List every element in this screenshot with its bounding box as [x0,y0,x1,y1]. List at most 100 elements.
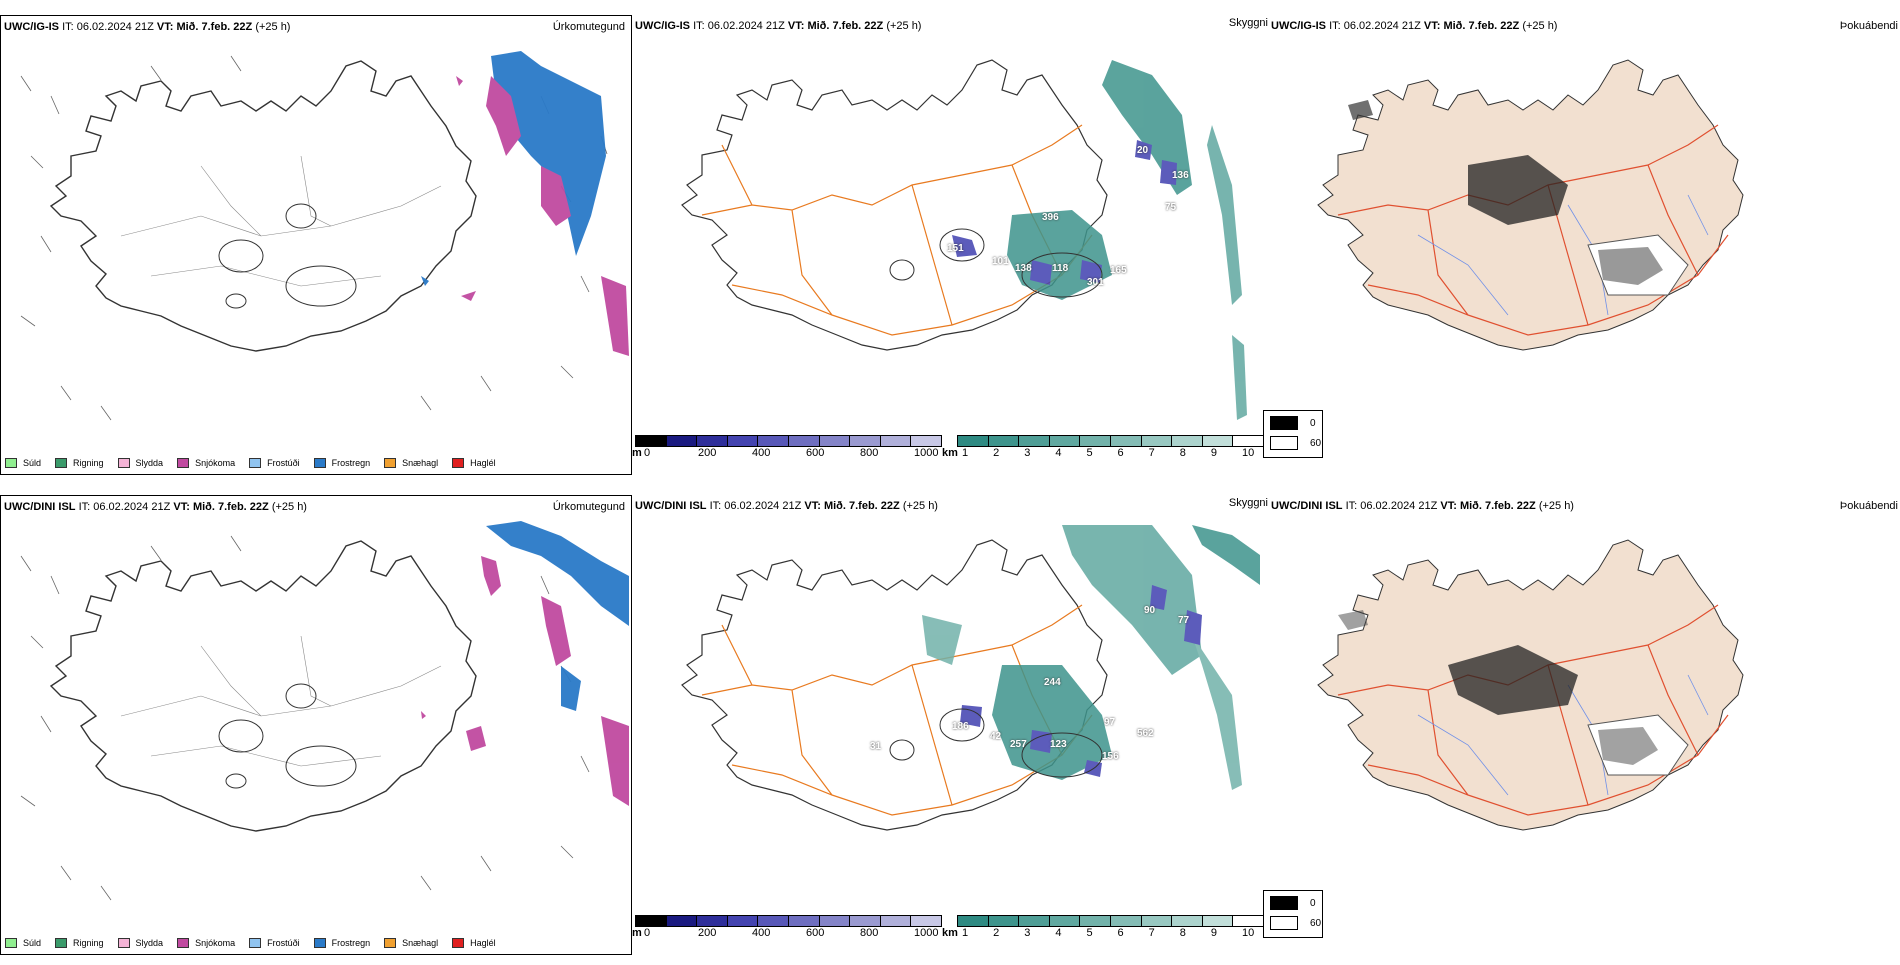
colorbar-segment [958,436,989,446]
colorbar-segment [1019,436,1050,446]
colorbar-tick-label: 400 [752,447,771,459]
colorbar-segment [1049,436,1081,446]
colorbar-segment [819,916,851,926]
panel-variable-name: Úrkomutegund [552,501,625,513]
precip-legend-item: Frostúði [249,938,300,948]
visibility-label: 257 [1010,739,1027,750]
legend-swatch [452,938,465,948]
colorbar-tick-label: 2 [993,447,1000,459]
visibility-label: 165 [1110,265,1127,276]
colorbar-tick-label: 1 [962,447,969,459]
legend-swatch [117,458,130,468]
fog-legend: 0 60 [1263,890,1323,938]
colorbar-segment [697,916,728,926]
panel-title: UWC/IG-IS IT: 06.02.2024 21Z VT: Mið. 7.… [4,21,291,33]
legend-label: Súld [23,938,42,948]
precip-map [20,521,629,901]
legend-label: Haglél [470,458,496,468]
colorbar-segment [636,916,667,926]
colorbars: m 0 200 400 600 800 1000 km 1 2 3 4 5 6 7 8 9 10 [632,915,1272,955]
legend-swatch [249,458,262,468]
colorbar-tick-label: 1 [962,927,969,939]
colorbar-tick-label: 200 [698,927,717,939]
colorbars: m 0 200 400 600 800 1000 km 1 2 3 4 5 6 7 8 9 10 [632,435,1272,475]
visibility-label: 97 [1104,717,1116,728]
ceiling-colorbar [635,915,942,927]
colorbar-tick-label: 8 [1179,927,1186,939]
legend-label: 60 [1310,917,1322,929]
colorbar-tick-label: 1000 [914,447,939,459]
visibility-label: 75 [1165,202,1177,213]
panel-variable-name: Skyggni [1228,497,1268,509]
visibility-label: 156 [1102,751,1119,762]
colorbar-tick-label: 9 [1210,927,1217,939]
precip-legend-item: Rigning [55,458,104,468]
panel-variable-name: Skyggni [1228,17,1268,29]
colorbar-segment [1172,916,1203,926]
legend-label: 60 [1310,437,1322,449]
ceiling-unit: m [632,927,642,939]
legend-label: Rigning [73,938,104,948]
precip-legend-item: Súld [5,458,41,468]
fog-legend-item: 60 [1270,916,1321,930]
visibility-label: 90 [1144,605,1156,616]
colorbar-tick-label: 3 [1024,927,1031,939]
colorbar-tick-label: 5 [1086,447,1093,459]
legend-label: Frostregn [331,938,371,948]
colorbar-tick-label: 8 [1179,447,1186,459]
legend-label: Frostúði [267,458,300,468]
colorbar-segment [911,436,941,446]
colorbar-segment [880,916,912,926]
colorbar-tick-label: 3 [1024,447,1031,459]
colorbar-segment [1049,916,1081,926]
legend-label: 0 [1310,417,1316,429]
fog-legend: 0 60 [1263,410,1323,458]
legend-label: Frostregn [331,458,371,468]
colorbar-tick-label: 800 [860,927,879,939]
ceiling-unit: m [632,447,642,459]
precip-legend: Súld Rigning Slydda Snjókoma Frostúði Frostre… [5,938,506,948]
visibility-label: 31 [870,741,882,752]
colorbar-tick-label: 9 [1210,447,1217,459]
colorbar-segment [727,436,759,446]
legend-label: Haglél [470,938,496,948]
legend-label: Rigning [73,458,104,468]
legend-label: Snæhagl [402,938,439,948]
legend-label: Frostúði [267,938,300,948]
legend-swatch [249,938,262,948]
fog-legend-item: 0 [1270,416,1316,430]
visibility-label: 244 [1044,677,1061,688]
legend-swatch [117,938,130,948]
precip-legend-item: Snjókoma [177,938,235,948]
legend-label: Slydda [135,458,164,468]
colorbar-segment [1233,436,1263,446]
colorbar-tick-label: 600 [806,447,825,459]
visibility-colorbar [957,435,1264,447]
legend-swatch [1270,436,1298,450]
colorbar-tick-label: 0 [644,927,651,939]
legend-label: 0 [1310,897,1316,909]
visibility-map [681,59,1247,420]
visibility-label: 20 [1137,145,1149,156]
precip-legend-item: Rigning [55,938,104,948]
legend-swatch [177,458,190,468]
colorbar-tick-label: 600 [806,927,825,939]
legend-swatch [55,938,68,948]
fog-legend-item: 0 [1270,896,1316,910]
legend-label: Snæhagl [402,458,439,468]
visibility-label: 77 [1178,615,1190,626]
colorbar-segment [758,436,789,446]
colorbar-tick-label: 6 [1117,447,1124,459]
colorbar-tick-label: 5 [1086,927,1093,939]
legend-swatch [384,458,397,468]
visibility-label: 123 [1050,739,1067,750]
precip-legend-item: Snjókoma [177,458,235,468]
colorbar-segment [1080,916,1111,926]
colorbar-tick-label: 4 [1055,447,1062,459]
colorbar-tick-label: 7 [1148,447,1155,459]
fog-map [1317,539,1744,831]
colorbar-tick-label: 6 [1117,927,1124,939]
legend-swatch [1270,416,1298,430]
colorbar-tick-label: 400 [752,927,771,939]
legend-swatch [55,458,68,468]
